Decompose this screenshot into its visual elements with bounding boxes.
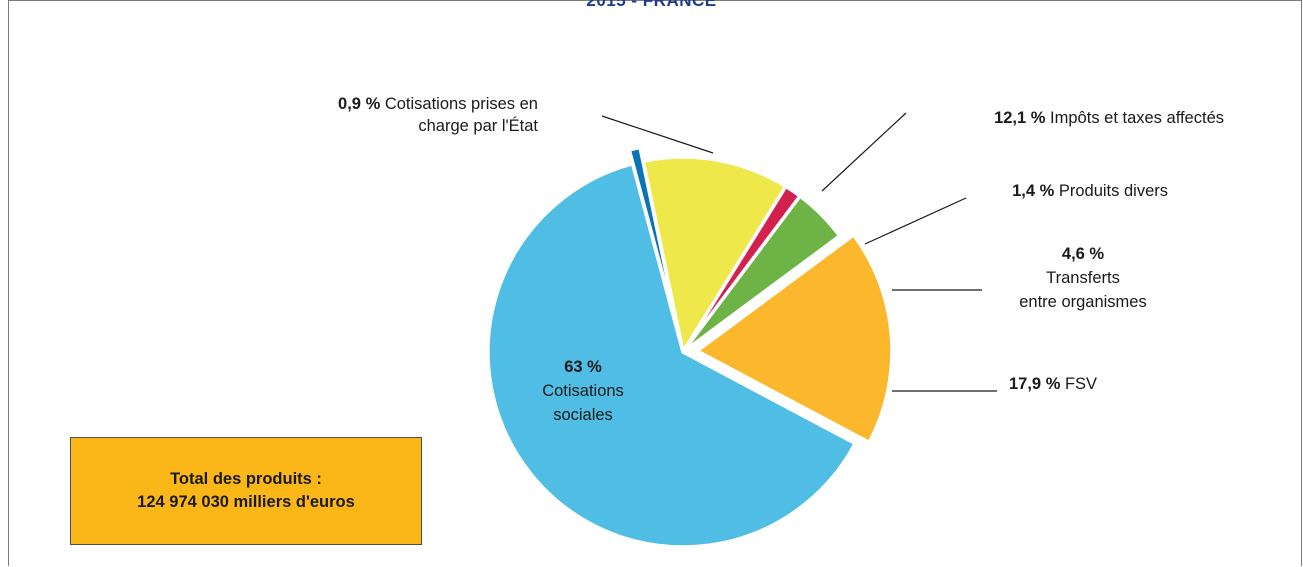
pie-slice (695, 233, 894, 445)
chart-frame (8, 0, 1302, 566)
pie-slice (681, 194, 842, 354)
total-value: 124 974 030 milliers d'euros (137, 493, 355, 511)
leader-line (821, 112, 907, 192)
leader-line (601, 115, 714, 154)
pie-slice (486, 161, 857, 549)
total-label: Total des produits : (170, 470, 322, 488)
slice-label: 4,6 % Transferts entre organismes (1019, 245, 1146, 311)
chart-title: 2015 - FRANCE (586, 0, 717, 10)
slice-label: 63 % Cotisations sociales (542, 358, 624, 424)
slice-label: 1,4 % Produits divers (1012, 182, 1168, 200)
leader-line (864, 197, 967, 245)
slice-label: 17,9 % FSV (1009, 375, 1097, 393)
slice-label: 12,1 % Impôts et taxes affectés (994, 109, 1224, 127)
pie-slice (641, 155, 788, 354)
total-products-box: Total des produits : 124 974 030 millier… (70, 437, 422, 545)
slice-label: 0,9 % Cotisations prises en charge par l'… (338, 95, 538, 135)
